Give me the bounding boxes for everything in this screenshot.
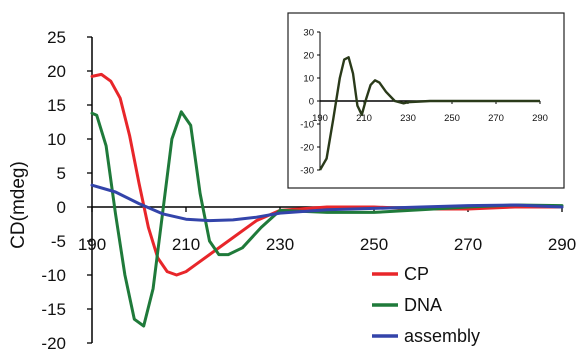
y-tick-label: -15 bbox=[41, 300, 66, 319]
inset-y-tick-label: -20 bbox=[300, 143, 314, 154]
x-tick-label: 210 bbox=[172, 235, 200, 254]
legend-label-dna: DNA bbox=[404, 295, 442, 315]
x-tick-label: 230 bbox=[266, 235, 294, 254]
inset-x-tick-label: 210 bbox=[356, 113, 372, 124]
inset-y-tick-label: 10 bbox=[303, 74, 314, 85]
series-line-assembly bbox=[90, 183, 564, 223]
y-tick-label: 25 bbox=[47, 28, 66, 47]
inset-y-tick-label: -10 bbox=[300, 120, 314, 131]
inset-y-tick-label: 30 bbox=[303, 28, 314, 39]
y-tick-label: -5 bbox=[51, 232, 66, 251]
inset-x-tick-label: 190 bbox=[312, 113, 328, 124]
x-tick-label: 250 bbox=[360, 235, 388, 254]
y-tick-label: 0 bbox=[57, 198, 66, 217]
y-tick-label: 10 bbox=[47, 130, 66, 149]
inset-x-tick-label: 250 bbox=[444, 113, 460, 124]
inset-x-tick-label: 270 bbox=[488, 113, 504, 124]
y-tick-label: -10 bbox=[41, 266, 66, 285]
y-tick-label: 15 bbox=[47, 96, 66, 115]
inset-x-tick-label: 230 bbox=[400, 113, 416, 124]
y-tick-label: 5 bbox=[57, 164, 66, 183]
inset-y-tick-label: 20 bbox=[303, 51, 314, 62]
inset-series-line bbox=[318, 56, 540, 171]
inset-y-tick-label: 0 bbox=[309, 97, 314, 108]
y-tick-label: 20 bbox=[47, 62, 66, 81]
legend-label-cp: CP bbox=[404, 264, 429, 284]
x-tick-label: 270 bbox=[454, 235, 482, 254]
legend-label-assembly: assembly bbox=[404, 326, 480, 346]
y-axis-label: CD(mdeg) bbox=[8, 161, 29, 249]
x-tick-label: 190 bbox=[78, 235, 106, 254]
inset-x-tick-label: 290 bbox=[532, 113, 548, 124]
inset-y-tick-label: -30 bbox=[300, 166, 314, 177]
y-tick-label: -20 bbox=[41, 334, 66, 353]
x-tick-label: 290 bbox=[548, 235, 576, 254]
series-line-dna bbox=[90, 110, 564, 328]
